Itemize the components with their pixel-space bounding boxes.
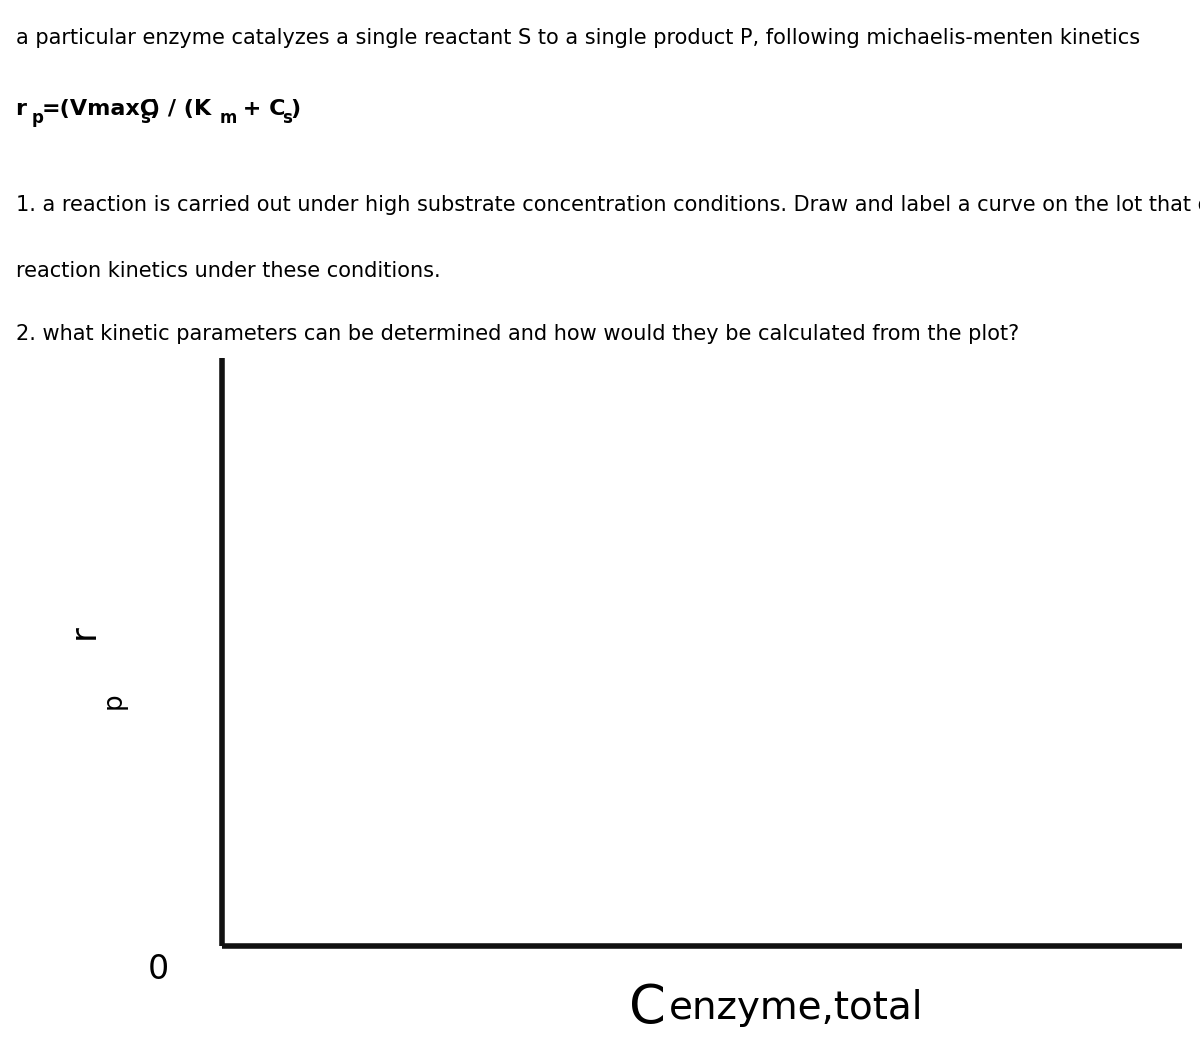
Text: s: s — [282, 109, 292, 127]
Text: ): ) — [290, 99, 300, 118]
Text: 1. a reaction is carried out under high substrate concentration conditions. Draw: 1. a reaction is carried out under high … — [16, 195, 1200, 215]
Text: reaction kinetics under these conditions.: reaction kinetics under these conditions… — [16, 261, 440, 281]
Text: ) / (K: ) / (K — [150, 99, 211, 118]
Text: =(VmaxC: =(VmaxC — [42, 99, 157, 118]
Text: s: s — [140, 109, 150, 127]
Text: p: p — [101, 692, 127, 709]
Text: m: m — [220, 109, 236, 127]
Text: a particular enzyme catalyzes a single reactant S to a single product P, followi: a particular enzyme catalyzes a single r… — [16, 28, 1140, 48]
Text: r: r — [67, 623, 101, 639]
Text: p: p — [31, 109, 43, 127]
Text: r: r — [16, 99, 26, 118]
Text: 0: 0 — [148, 953, 169, 986]
Text: enzyme,total: enzyme,total — [668, 989, 923, 1027]
Text: 2. what kinetic parameters can be determined and how would they be calculated fr: 2. what kinetic parameters can be determ… — [16, 324, 1019, 344]
Text: C: C — [629, 982, 666, 1034]
Text: + C: + C — [235, 99, 286, 118]
